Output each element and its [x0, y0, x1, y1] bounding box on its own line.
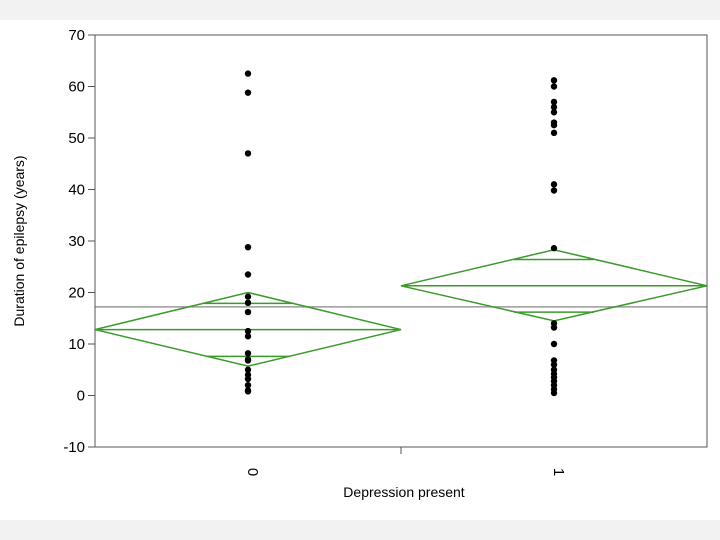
data-points	[244, 70, 558, 397]
data-point	[550, 187, 558, 194]
data-point	[550, 324, 558, 331]
data-point	[550, 121, 558, 129]
data-point	[550, 389, 558, 397]
y-axis-title: Duration of epilepsy (years)	[11, 155, 27, 326]
data-point	[550, 77, 558, 84]
y-tick-label: 60	[68, 79, 85, 96]
data-point	[244, 375, 252, 383]
y-tick-label: 30	[68, 233, 85, 250]
data-point	[244, 243, 252, 251]
data-point	[244, 327, 252, 335]
x-tick-label: 0	[244, 468, 261, 476]
data-point	[244, 299, 252, 306]
data-point	[244, 366, 252, 373]
data-point	[550, 83, 558, 90]
means-diamonds	[94, 248, 708, 367]
y-tick-label: 70	[68, 27, 85, 44]
data-point	[550, 181, 558, 188]
data-point	[244, 333, 252, 340]
y-tick-label: 50	[68, 130, 85, 147]
y-tick-label: 0	[77, 388, 85, 405]
y-tick-label: 10	[68, 336, 85, 353]
y-tick-label: 20	[68, 285, 85, 302]
data-point	[550, 129, 558, 137]
data-point	[550, 109, 558, 116]
y-tick-label: -10	[63, 439, 85, 456]
x-axis-title: Depression present	[343, 484, 465, 500]
data-point	[550, 103, 558, 111]
x-tick-label: 1	[550, 468, 567, 476]
data-point	[244, 150, 252, 157]
data-point	[244, 70, 252, 77]
data-point	[244, 382, 252, 389]
data-point	[244, 293, 252, 300]
data-point	[244, 271, 252, 278]
data-point	[244, 357, 252, 364]
data-point	[550, 245, 558, 252]
data-point	[244, 89, 252, 96]
data-point	[244, 388, 252, 395]
data-point	[244, 350, 252, 357]
y-tick-label: 40	[68, 182, 85, 199]
data-point	[550, 361, 558, 368]
data-point	[550, 98, 558, 106]
data-point	[244, 308, 252, 316]
plot-area-border	[94, 34, 708, 448]
data-point	[550, 340, 558, 348]
y-axis: 70 60 50 40 30 20 10 0 -10	[63, 27, 95, 456]
